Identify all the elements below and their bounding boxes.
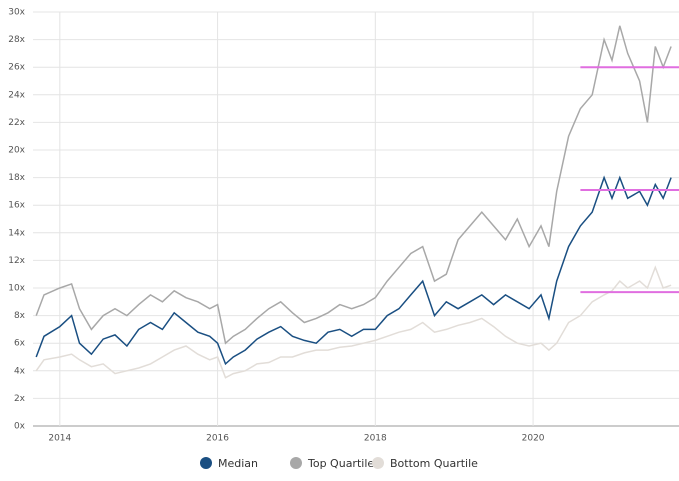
series-line bbox=[35, 265, 672, 379]
legend-marker bbox=[200, 457, 212, 469]
x-tick-label: 2014 bbox=[48, 434, 71, 444]
x-tick-label: 2016 bbox=[206, 434, 229, 444]
y-tick-label: 16x bbox=[8, 201, 25, 211]
y-tick-label: 24x bbox=[8, 90, 25, 100]
series-line bbox=[35, 25, 672, 345]
y-tick-label: 26x bbox=[8, 63, 25, 73]
y-tick-label: 28x bbox=[8, 35, 25, 45]
x-tick-label: 2020 bbox=[522, 434, 545, 444]
series-line bbox=[35, 175, 672, 366]
legend: Median Top Quartile Bottom Quartile bbox=[200, 457, 478, 470]
legend-label: Top Quartile bbox=[307, 457, 374, 470]
y-tick-label: 18x bbox=[8, 173, 25, 183]
legend-marker bbox=[372, 457, 384, 469]
legend-marker bbox=[290, 457, 302, 469]
legend-label: Bottom Quartile bbox=[390, 457, 478, 470]
y-tick-label: 22x bbox=[8, 118, 25, 128]
y-tick-label: 14x bbox=[8, 228, 25, 238]
y-tick-label: 10x bbox=[8, 284, 25, 294]
y-tick-label: 0x bbox=[14, 422, 26, 432]
y-tick-label: 8x bbox=[14, 311, 26, 321]
y-tick-label: 30x bbox=[8, 8, 25, 18]
y-tick-label: 4x bbox=[14, 366, 26, 376]
x-tick-label: 2018 bbox=[364, 434, 387, 444]
y-tick-label: 6x bbox=[14, 339, 26, 349]
y-tick-label: 2x bbox=[14, 394, 26, 404]
legend-label: Median bbox=[218, 457, 258, 470]
y-tick-label: 12x bbox=[8, 256, 25, 266]
y-tick-label: 20x bbox=[8, 146, 25, 156]
